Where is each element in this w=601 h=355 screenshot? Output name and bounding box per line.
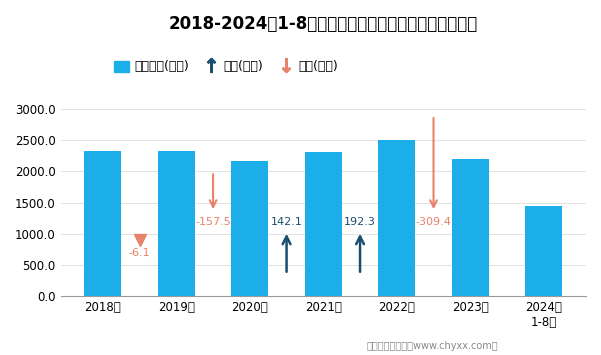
Bar: [379, 140, 415, 296]
Text: -309.4: -309.4: [415, 217, 451, 227]
Bar: [305, 152, 342, 296]
Text: -157.5: -157.5: [195, 217, 231, 227]
Text: 192.3: 192.3: [344, 217, 376, 227]
Bar: [158, 151, 195, 296]
Bar: [85, 151, 121, 296]
Text: 142.1: 142.1: [270, 217, 302, 227]
Bar: [525, 206, 562, 296]
Legend: 出口货值(亿元), 增加(亿元), 减少(亿元): 出口货值(亿元), 增加(亿元), 减少(亿元): [109, 55, 343, 78]
Bar: [231, 161, 268, 296]
Title: 2018-2024年1-8月全国农副食品加工业出口货值统计图: 2018-2024年1-8月全国农副食品加工业出口货值统计图: [169, 15, 478, 33]
Text: 制图：智研咨询（www.chyxx.com）: 制图：智研咨询（www.chyxx.com）: [367, 342, 499, 351]
Bar: [452, 159, 489, 296]
Text: -6.1: -6.1: [129, 248, 150, 258]
